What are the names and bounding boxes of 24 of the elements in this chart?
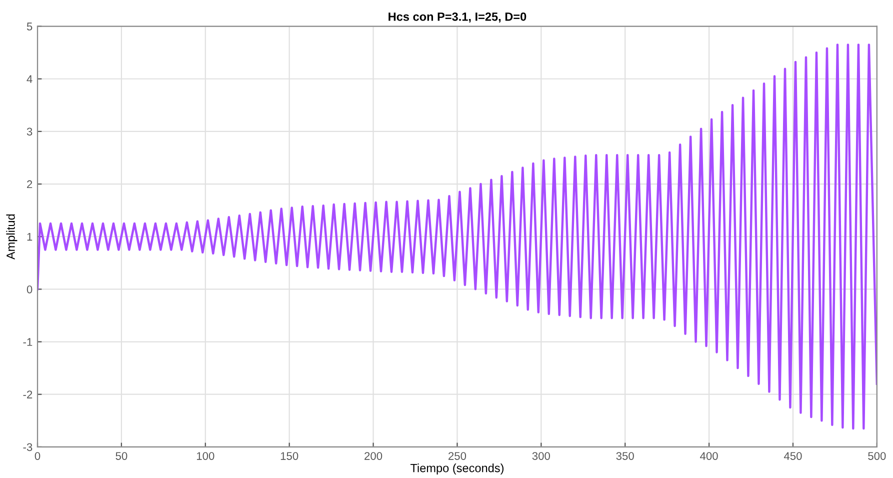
x-tick-label: 50 xyxy=(116,452,128,460)
x-tick-label: 100 xyxy=(196,452,214,460)
y-tick-label: 1 xyxy=(27,232,32,241)
line-series xyxy=(38,44,877,430)
y-tick-label: 3 xyxy=(26,128,32,136)
y-tick-label: -2 xyxy=(23,390,32,398)
chart-title: Hcs con P=3.1, I=25, D=0 xyxy=(388,12,526,23)
y-tick-label: -1 xyxy=(23,338,32,346)
x-tick-label: 0 xyxy=(34,452,40,460)
x-tick-label: 150 xyxy=(280,452,298,460)
x-tick-label: 400 xyxy=(700,452,718,460)
y-tick-label: 2 xyxy=(27,180,32,188)
x-tick-label: 500 xyxy=(868,452,886,460)
y-axis-title: Amplitud xyxy=(6,214,18,260)
y-tick-label: 4 xyxy=(26,75,32,83)
x-tick-label: 200 xyxy=(364,452,382,460)
x-tick-label: 350 xyxy=(616,452,634,460)
x-tick-label: 250 xyxy=(448,452,466,460)
x-tick-label: 300 xyxy=(532,452,550,460)
x-axis-title: Tiempo (seconds) xyxy=(410,464,504,475)
x-tick-label: 450 xyxy=(784,452,802,460)
y-tick-label: 5 xyxy=(26,22,32,30)
y-tick-label: 0 xyxy=(26,285,32,294)
y-tick-label: -3 xyxy=(23,443,32,452)
